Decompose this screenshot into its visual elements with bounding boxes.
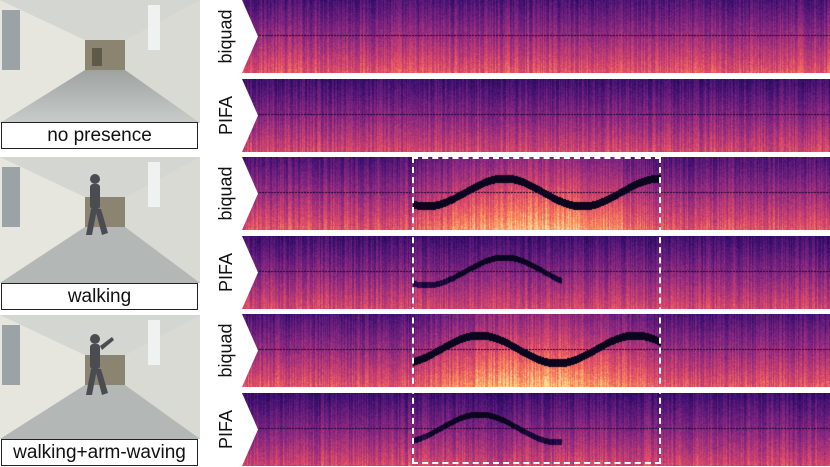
corridor-scene <box>0 315 200 439</box>
corridor-photo-walking <box>0 157 200 283</box>
spectrogram-canvas <box>210 393 830 466</box>
label-arrow-tab <box>210 157 258 230</box>
corridor-scene <box>0 0 200 123</box>
antenna-label: PIFA <box>215 409 236 450</box>
antenna-label: biquad <box>215 323 236 378</box>
antenna-label: PIFA <box>215 95 236 136</box>
corridor-scene <box>0 157 200 283</box>
corridor-photo-no-presence <box>0 0 200 123</box>
corridor-photo-walking-arm-waving <box>0 315 200 439</box>
caption-text: no presence <box>47 124 152 146</box>
spectrogram-canvas <box>210 314 830 387</box>
spectrogram-canvas <box>210 236 830 309</box>
label-arrow-tab <box>210 314 258 387</box>
caption-row-1: no presence <box>1 122 198 149</box>
caption-text: walking <box>67 285 132 307</box>
spectrogram-no-presence-biquad: biquad <box>210 0 830 73</box>
caption-row-2: walking <box>1 283 198 310</box>
person-icon <box>86 174 108 235</box>
person-icon <box>86 334 114 395</box>
spectrogram-arm-waving-biquad: biquad <box>210 314 830 387</box>
corridor-door-icon <box>92 48 102 66</box>
caption-row-3: walking+arm-waving <box>1 439 198 466</box>
spectrogram-no-presence-pifa: PIFA <box>210 79 830 152</box>
spectrogram-walking-pifa: PIFA <box>210 236 830 309</box>
antenna-label: PIFA <box>215 252 236 293</box>
spectrogram-arm-waving-pifa: PIFA <box>210 393 830 466</box>
caption-text: walking+arm-waving <box>13 441 186 463</box>
antenna-label: biquad <box>215 9 236 64</box>
spectrogram-walking-biquad: biquad <box>210 157 830 230</box>
spectrogram-canvas <box>210 157 830 230</box>
spectrogram-canvas <box>210 0 830 73</box>
label-arrow-tab <box>210 393 258 466</box>
spectrogram-canvas <box>210 79 830 152</box>
label-arrow-tab <box>210 236 258 309</box>
antenna-label: biquad <box>215 166 236 221</box>
label-arrow-tab <box>210 0 258 73</box>
label-arrow-tab <box>210 79 258 152</box>
